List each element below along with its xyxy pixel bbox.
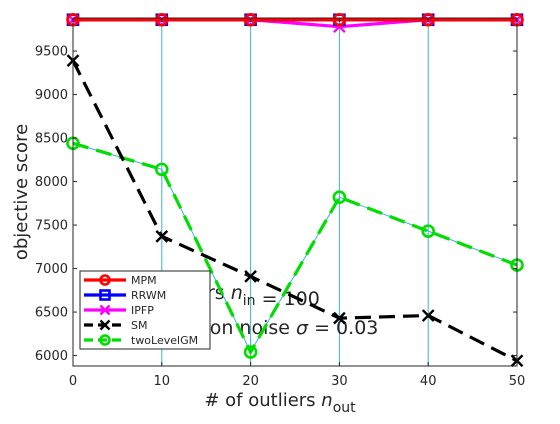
series-3-point-4-stroke-b <box>421 309 435 322</box>
series-4-point-4-shape <box>421 224 436 238</box>
series-4-point-2 <box>243 345 258 359</box>
legend-label-3: SM <box>131 319 147 332</box>
y-tick-label: 8500 <box>35 132 68 147</box>
x-axis-label-sub: out <box>333 400 356 416</box>
series-3-point-1 <box>155 230 169 243</box>
legend-marker-1 <box>99 289 111 301</box>
x-tick-label: 10 <box>154 374 171 389</box>
series-4-point-3 <box>332 190 347 205</box>
series-line-4 <box>72 141 518 356</box>
legend-label-2: IPFP <box>131 304 154 317</box>
annotation-text: tion noise σ = 0.03 <box>197 317 378 339</box>
series-3-point-3-stroke-b <box>333 311 346 325</box>
series-layer <box>66 12 524 368</box>
legend-label-4: twoLevelGM <box>131 334 198 347</box>
y-tick-label: 7500 <box>35 219 68 234</box>
series-3-point-1-stroke-b <box>155 230 169 243</box>
legend-label-0: MPM <box>131 274 157 287</box>
tick-layer: 0 10 20 30 40 50 6000 6500 7000 7500 8000 8500 9000 9… <box>35 18 525 389</box>
series-4-point-1-shape <box>155 162 169 177</box>
series-0-point-4-shape <box>421 12 436 27</box>
series-3-point-2 <box>244 270 257 283</box>
x-axis-label: # of outliers nout <box>204 390 356 416</box>
x-tick-label: 40 <box>420 374 437 389</box>
y-tick-label: 8000 <box>35 175 68 190</box>
annotation-segment: = 100 <box>256 288 320 310</box>
series-0-point-2 <box>243 12 258 27</box>
series-4-point-2-shape <box>243 345 258 359</box>
annotation-segment: in <box>243 293 256 309</box>
series-0-point-1 <box>155 12 169 27</box>
x-axis-label-text: # of outliers <box>204 390 315 411</box>
y-tick-label: 6000 <box>35 349 68 364</box>
series-0-point-4 <box>421 12 436 27</box>
x-tick-label: 0 <box>69 374 77 389</box>
legend-marker-2-stroke-b <box>99 304 111 316</box>
series-0-point-3-shape <box>332 12 347 27</box>
y-tick-label: 9000 <box>35 88 68 103</box>
series-4-point-3-shape <box>332 190 347 205</box>
plot-frame <box>72 17 518 367</box>
legend-marker-4-shape <box>99 334 111 346</box>
series-3-point-3 <box>333 311 346 325</box>
series-4-point-1 <box>155 162 169 177</box>
series-3-point-4 <box>421 309 435 322</box>
series-0-point-2-shape <box>243 12 258 27</box>
annotation-segment: = 0.03 <box>308 317 378 339</box>
x-tick-label: 50 <box>509 374 526 389</box>
x-axis-label-var: n <box>321 390 332 411</box>
x-tick-label: 30 <box>331 374 348 389</box>
series-line-3 <box>71 59 518 363</box>
legend-marker-3 <box>99 319 111 331</box>
legend-marker-1-shape <box>99 289 111 301</box>
legend: MPM RRWM IPFP SM twoLevelGM <box>79 270 211 350</box>
series-4-point-4 <box>421 224 436 238</box>
annotation-segment: tion noise <box>197 317 296 339</box>
y-axis-label: objective score <box>11 124 32 260</box>
series-0-point-3 <box>332 12 347 27</box>
legend-marker-2 <box>99 304 111 316</box>
y-tick-label: 6500 <box>35 306 68 321</box>
y-tick-label: 7000 <box>35 262 68 277</box>
legend-label-1: RRWM <box>131 289 166 302</box>
annotation-segment: n <box>231 282 243 304</box>
y-tick-label: 9500 <box>35 45 68 60</box>
x-tick-label: 20 <box>242 374 259 389</box>
annotation-segment: σ <box>296 317 309 339</box>
series-0-point-1-shape <box>155 12 169 27</box>
legend-marker-0 <box>99 274 111 286</box>
series-3-point-2-stroke-b <box>244 270 257 283</box>
legend-marker-0-shape <box>99 274 111 286</box>
legend-marker-3-stroke-b <box>99 319 111 331</box>
legend-marker-4 <box>99 334 111 346</box>
